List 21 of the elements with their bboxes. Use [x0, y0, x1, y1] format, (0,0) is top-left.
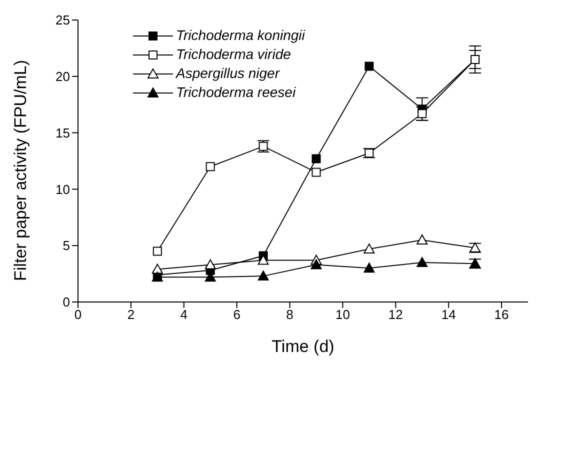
- x-tick-label: 8: [286, 307, 294, 322]
- x-axis-title: Time (d): [272, 337, 334, 356]
- x-tick-label: 12: [388, 307, 403, 322]
- x-tick-label: 0: [74, 307, 82, 322]
- y-tick-label: 5: [62, 238, 70, 254]
- legend-label: Aspergillus niger: [176, 64, 280, 83]
- x-tick-label: 6: [233, 307, 240, 322]
- y-tick-label: 25: [56, 12, 70, 28]
- legend-label: Trichoderma koningii: [176, 26, 305, 45]
- legend-label: Trichoderma viride: [176, 45, 291, 64]
- legend-label: Trichoderma reesei: [176, 83, 296, 102]
- x-tick-label: 16: [494, 307, 509, 322]
- x-tick-label: 10: [335, 307, 350, 322]
- y-tick-label: 20: [56, 69, 70, 84]
- x-tick-label: 14: [441, 307, 456, 322]
- y-tick-label: 15: [56, 125, 70, 140]
- y-tick-label: 10: [56, 182, 70, 197]
- x-tick-label: 2: [127, 307, 135, 322]
- y-axis-title: Filter paper activity (FPU/mL): [11, 60, 30, 281]
- x-tick-label: 4: [180, 307, 188, 322]
- y-tick-label: 0: [62, 294, 70, 310]
